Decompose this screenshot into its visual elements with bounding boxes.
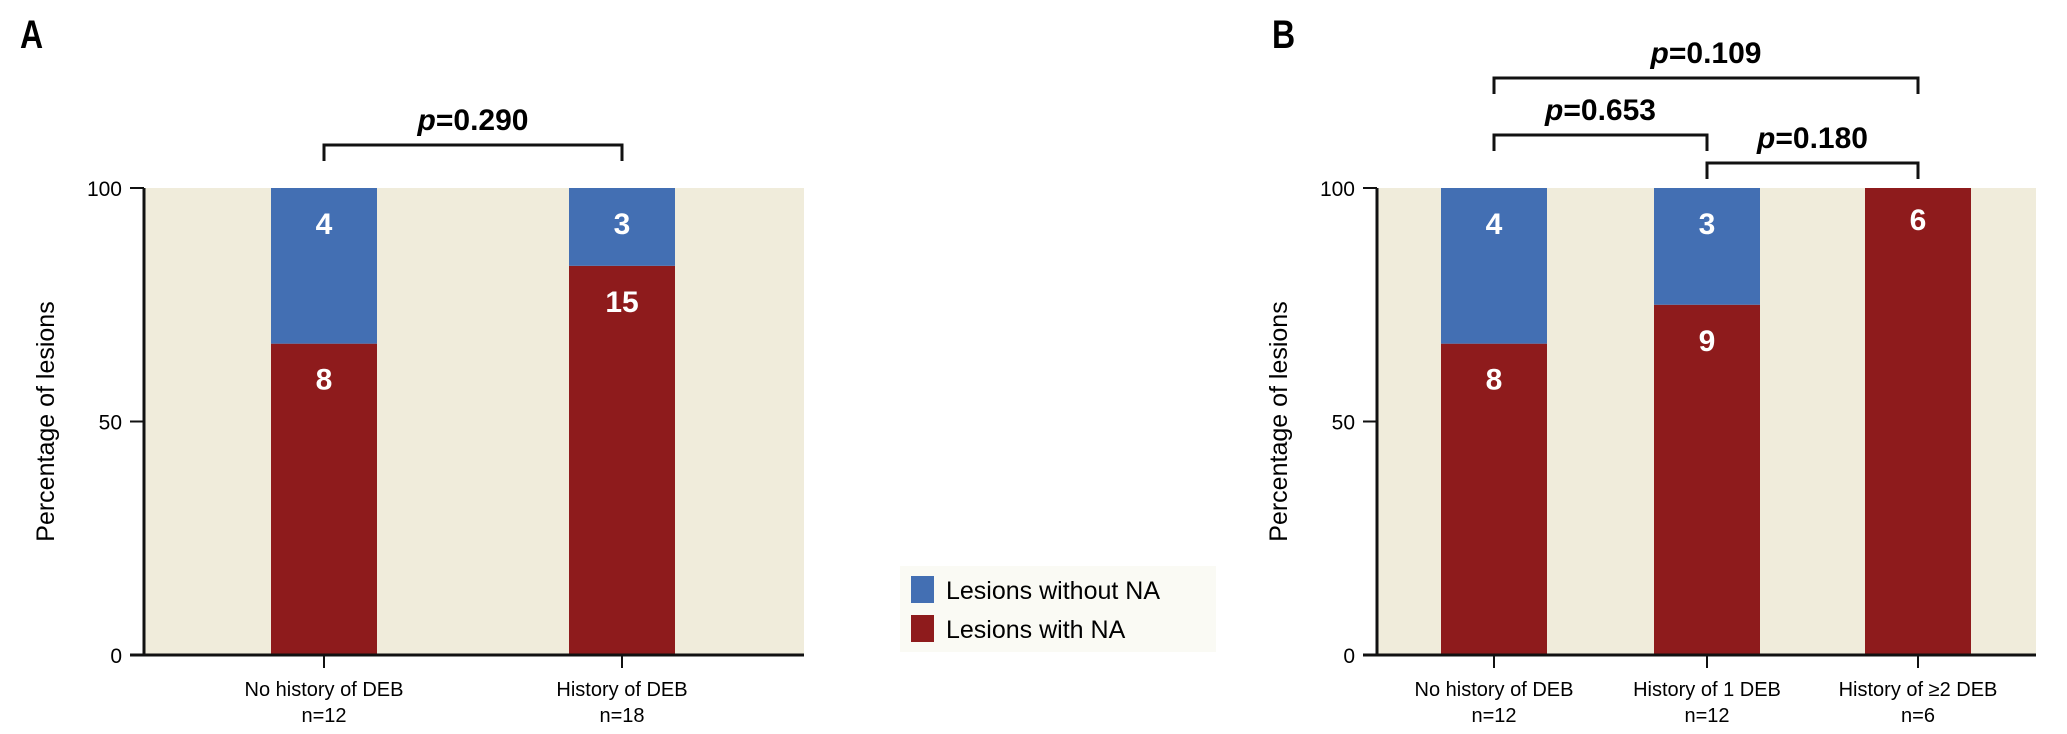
bar-with-na — [569, 265, 675, 655]
bar-label-with-na: 8 — [316, 364, 333, 397]
significance-bracket — [1492, 133, 1709, 151]
plot-background — [144, 188, 804, 655]
y-tick-label: 50 — [99, 412, 122, 435]
legend-label: Lesions with NA — [946, 616, 1126, 644]
p-value-label: p=0.653 — [1544, 94, 1656, 127]
x-tick-label-n: n=18 — [599, 705, 644, 727]
y-tick-label: 0 — [110, 645, 122, 668]
p-value-label: p=0.180 — [1756, 122, 1868, 155]
y-tick-label: 100 — [87, 178, 122, 201]
legend: Lesions without NA Lesions with NA — [900, 566, 1216, 652]
significance-bracket — [322, 143, 624, 161]
x-tick-label-n: n=12 — [1684, 705, 1729, 727]
x-tick-label: No history of DEB — [245, 679, 404, 701]
p-symbol: p — [1756, 122, 1775, 155]
panel-letter: A — [20, 12, 43, 57]
panel-letter: B — [1272, 12, 1295, 57]
p-value: =0.109 — [1669, 37, 1762, 70]
significance-bracket — [1705, 161, 1920, 179]
legend-background — [900, 566, 1216, 652]
p-symbol: p — [417, 104, 436, 137]
bar-with-na — [1441, 343, 1547, 655]
x-tick-label: History of 1 DEB — [1633, 679, 1781, 701]
x-tick-label-n: n=12 — [1471, 705, 1516, 727]
x-tick-label: No history of DEB — [1415, 679, 1574, 701]
x-tick-label-n: n=12 — [301, 705, 346, 727]
bar-with-na — [271, 343, 377, 655]
x-tick-label-n: n=6 — [1901, 705, 1935, 727]
bar-label-without-na: 3 — [614, 208, 631, 241]
y-tick-label: 0 — [1343, 645, 1355, 668]
bar-with-na — [1654, 304, 1760, 655]
panel-b: B 4 8 No history of DEB n=12 3 9 History of 1 D… — [1265, 12, 2036, 727]
y-axis-title: Percentage of lesions — [32, 301, 60, 541]
bar-label-with-na: 8 — [1486, 364, 1503, 397]
y-tick-label: 100 — [1320, 178, 1355, 201]
p-symbol: p — [1650, 37, 1669, 70]
bar-without-na — [271, 188, 377, 344]
p-value: =0.180 — [1775, 122, 1868, 155]
bar-without-na — [1654, 188, 1760, 305]
p-value-label: p=0.109 — [1650, 37, 1762, 70]
legend-label: Lesions without NA — [946, 577, 1160, 605]
bar-label-without-na: 4 — [316, 208, 333, 241]
y-axis-title: Percentage of lesions — [1265, 301, 1293, 541]
bar-label-without-na: 3 — [1699, 208, 1716, 241]
p-value: =0.290 — [436, 104, 529, 137]
x-tick-label: History of DEB — [556, 679, 687, 701]
p-value: =0.653 — [1563, 94, 1656, 127]
bar-without-na — [1441, 188, 1547, 344]
bar-label-with-na: 15 — [605, 286, 638, 319]
y-tick-label: 50 — [1332, 412, 1355, 435]
p-value-label: p=0.290 — [417, 104, 529, 137]
bar-label-with-na: 9 — [1699, 325, 1716, 358]
panel-a: A 4 8 No history of DEB n=12 3 15 History of DE… — [20, 12, 804, 727]
legend-swatch-without-na — [911, 576, 934, 603]
bar-label-with-na: 6 — [1910, 204, 1927, 237]
p-symbol: p — [1544, 94, 1563, 127]
legend-swatch-with-na — [911, 615, 934, 642]
bar-with-na — [1865, 188, 1971, 655]
significance-bracket — [1492, 76, 1920, 94]
bar-without-na — [569, 188, 675, 266]
bar-label-without-na: 4 — [1486, 208, 1503, 241]
x-tick-label: History of ≥2 DEB — [1839, 679, 1998, 701]
